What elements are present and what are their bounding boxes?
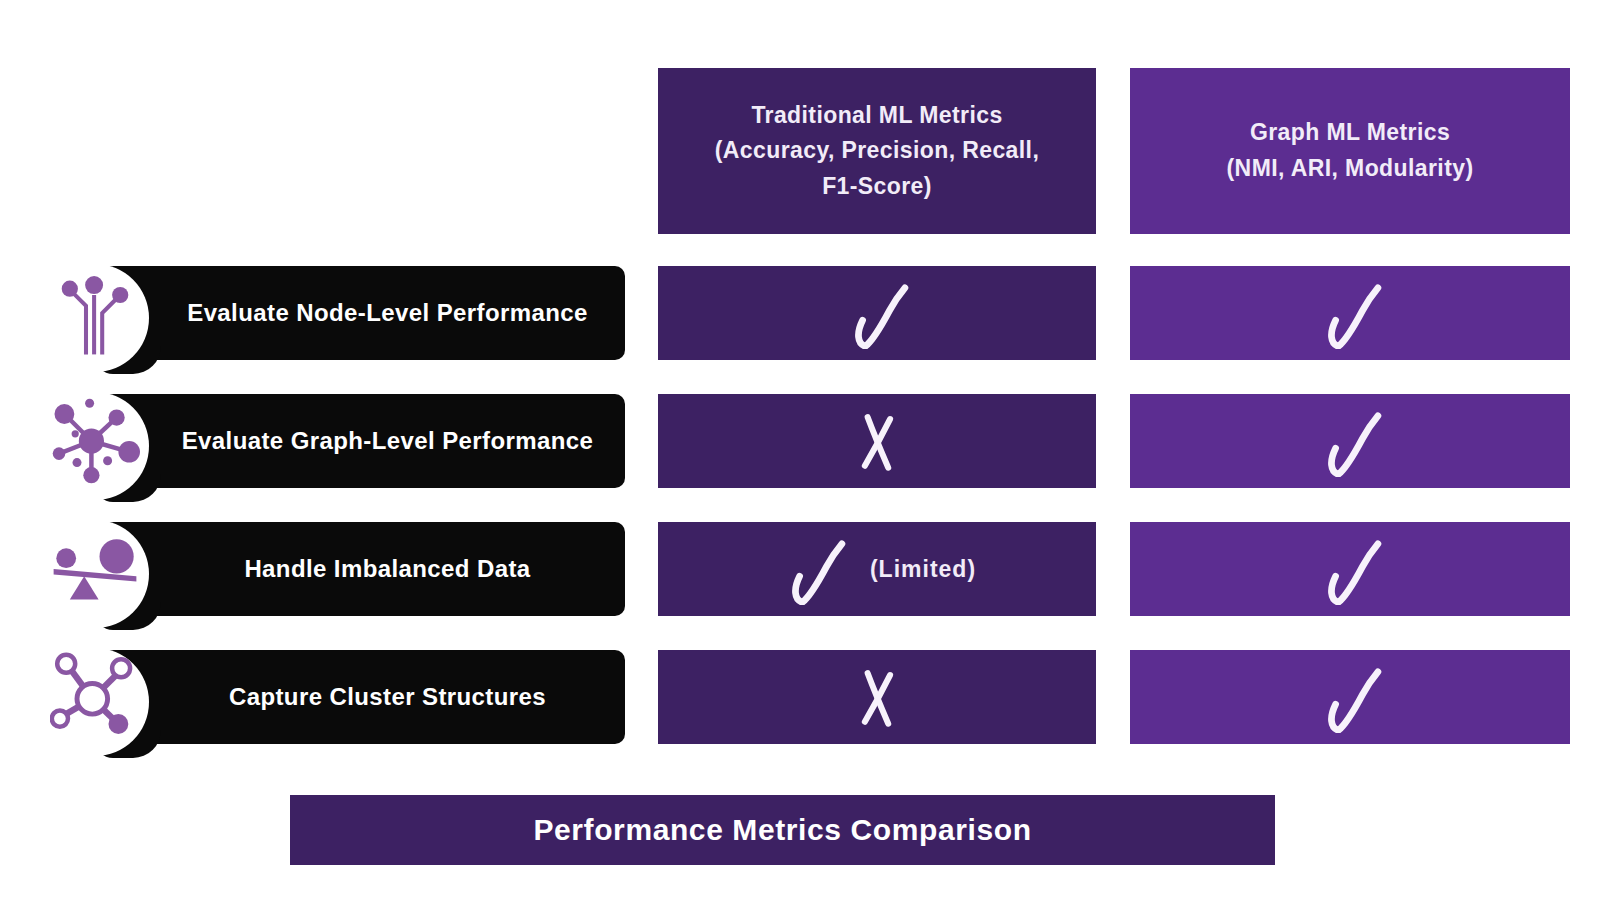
- row-label: Handle Imbalanced Data: [160, 522, 615, 616]
- cell-traditional: [658, 266, 1096, 360]
- row-label: Evaluate Graph-Level Performance: [160, 394, 615, 488]
- column-header-graph: Graph ML Metrics (NMI, ARI, Modularity): [1130, 68, 1570, 234]
- cluster-nodes-icon: [50, 652, 140, 742]
- cell-note: (Limited): [870, 556, 976, 583]
- cell-traditional: [658, 394, 1096, 488]
- cell-graph: [1130, 522, 1570, 616]
- column-header-traditional: Traditional ML Metrics (Accuracy, Precis…: [658, 68, 1096, 234]
- cell-traditional: [658, 650, 1096, 744]
- imbalance-scale-icon: [50, 524, 140, 614]
- network-hub-icon: [50, 396, 140, 486]
- cell-graph: [1130, 650, 1570, 744]
- table-row: Handle Imbalanced Data (Limited): [0, 522, 1600, 616]
- node-branches-icon: [50, 268, 140, 358]
- x-mark-icon: [849, 406, 905, 476]
- row-label: Capture Cluster Structures: [160, 650, 615, 744]
- page-title: Performance Metrics Comparison: [290, 795, 1275, 865]
- row-label: Evaluate Node-Level Performance: [160, 266, 615, 360]
- cell-graph: [1130, 266, 1570, 360]
- table-row: Evaluate Graph-Level Performance: [0, 394, 1600, 488]
- cell-graph: [1130, 394, 1570, 488]
- performance-metrics-infographic: Traditional ML Metrics (Accuracy, Precis…: [0, 0, 1600, 900]
- cell-traditional: (Limited): [658, 522, 1096, 616]
- row-label-bar: Capture Cluster Structures: [100, 650, 625, 744]
- check-mark-icon: [1314, 661, 1386, 733]
- check-mark-icon: [778, 533, 850, 605]
- check-mark-icon: [841, 277, 913, 349]
- check-mark-icon: [1314, 533, 1386, 605]
- table-row: Capture Cluster Structures: [0, 650, 1600, 744]
- table-row: Evaluate Node-Level Performance: [0, 266, 1600, 360]
- check-mark-icon: [1314, 405, 1386, 477]
- check-mark-icon: [1314, 277, 1386, 349]
- x-mark-icon: [849, 662, 905, 732]
- row-label-bar: Handle Imbalanced Data: [100, 522, 625, 616]
- row-label-bar: Evaluate Graph-Level Performance: [100, 394, 625, 488]
- row-label-bar: Evaluate Node-Level Performance: [100, 266, 625, 360]
